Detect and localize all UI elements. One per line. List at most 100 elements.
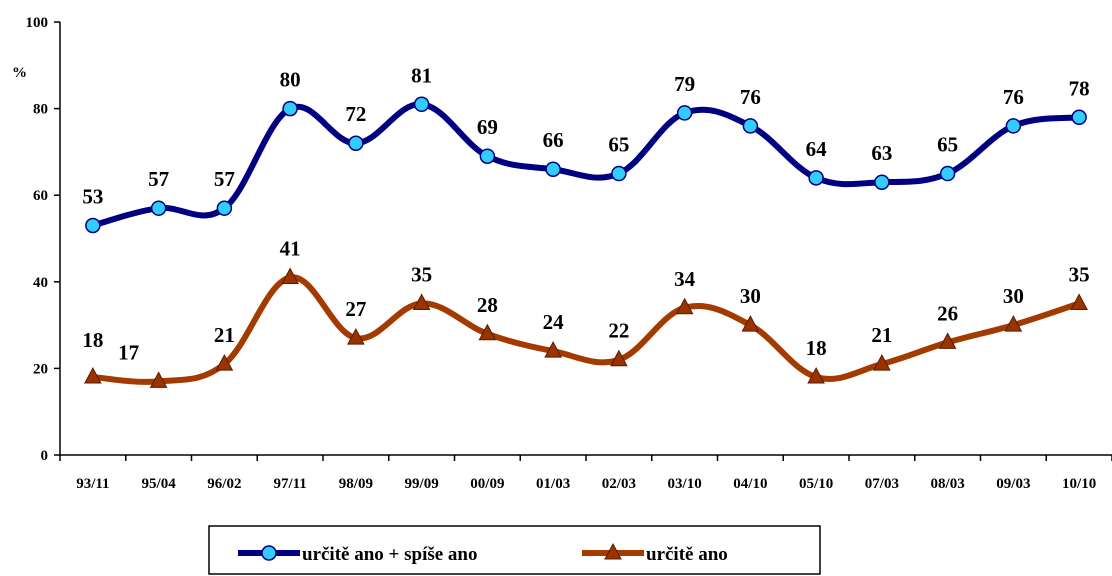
series-layer: 53 57 57 80 72 81 69 66 65 79 76 64 63 65 76 78 18 17 21 41…	[82, 63, 1090, 388]
x-tick-label: 01/03	[536, 476, 570, 492]
data-label: 79	[674, 72, 695, 96]
data-label: 64	[806, 137, 828, 161]
x-tick-label: 93/11	[76, 476, 109, 492]
y-tick-label: 0	[41, 448, 49, 464]
x-tick-label: 95/04	[142, 476, 177, 492]
data-label: 17	[118, 340, 139, 364]
x-tick-label: 04/10	[733, 476, 767, 492]
data-point	[938, 332, 957, 349]
legend-box	[208, 525, 821, 575]
data-label: 27	[345, 297, 366, 321]
data-label: 80	[280, 68, 301, 92]
data-point	[741, 315, 760, 332]
data-label: 30	[740, 284, 761, 308]
data-point	[807, 366, 825, 384]
data-point	[1005, 118, 1022, 134]
data-label: 18	[806, 336, 827, 360]
data-label: 69	[477, 115, 498, 139]
data-label: 65	[937, 133, 958, 157]
data-point	[544, 341, 562, 358]
y-tick-label: 20	[33, 361, 48, 377]
x-tick-label: 98/09	[339, 476, 373, 492]
data-label: 24	[543, 310, 565, 334]
y-axis-label: %	[12, 65, 27, 81]
data-point	[808, 170, 824, 186]
series-definite: 18 17 21 41 27 35 28 24 22 34 30 18 21 26 30 35	[82, 236, 1090, 388]
series-line	[89, 101, 1083, 229]
data-label: 57	[148, 167, 169, 191]
x-tick-label: 05/10	[799, 476, 833, 492]
data-label: 30	[1003, 284, 1024, 308]
data-point	[84, 366, 102, 384]
data-point	[281, 267, 299, 284]
data-point	[611, 165, 627, 182]
data-label: 78	[1069, 76, 1090, 100]
data-label: 22	[608, 319, 629, 343]
data-point	[412, 293, 431, 310]
data-point	[85, 217, 101, 234]
y-tick-label: 80	[33, 102, 48, 118]
data-label: 63	[871, 141, 892, 165]
data-point	[610, 349, 628, 367]
x-tick-label: 07/03	[865, 476, 899, 492]
data-point	[347, 328, 365, 345]
data-label: 81	[411, 63, 432, 87]
data-point	[874, 174, 890, 190]
data-point	[149, 371, 168, 388]
x-tick-label: 08/03	[931, 476, 965, 492]
data-label: 18	[82, 328, 103, 352]
data-label: 34	[674, 267, 696, 291]
data-label: 28	[477, 293, 498, 317]
series-total: 53 57 57 80 72 81 69 66 65 79 76 64 63 65 76 78	[82, 63, 1090, 234]
data-label: 41	[280, 236, 301, 260]
data-point	[675, 297, 694, 315]
x-tick-label: 02/03	[602, 476, 636, 492]
data-label: 76	[740, 85, 761, 109]
y-tick-label: 60	[33, 188, 48, 204]
x-tick-label: 00/09	[470, 476, 504, 492]
data-label: 76	[1003, 85, 1024, 109]
data-point	[676, 105, 693, 121]
data-label: 35	[1069, 262, 1090, 286]
data-point	[1071, 109, 1087, 126]
data-label: 26	[937, 301, 958, 325]
data-label: 72	[345, 102, 366, 126]
data-point	[742, 118, 759, 134]
data-point	[216, 200, 233, 216]
data-point	[215, 354, 234, 371]
data-label: 57	[214, 167, 235, 191]
data-point	[479, 148, 496, 164]
data-point	[545, 161, 561, 177]
x-tick-label: 03/10	[668, 476, 702, 492]
data-point	[1070, 293, 1088, 310]
data-point	[348, 135, 364, 151]
legend-marker-definite	[604, 542, 622, 560]
data-point	[413, 96, 430, 113]
data-point	[939, 165, 956, 182]
data-point	[478, 323, 497, 341]
data-label: 21	[214, 323, 235, 347]
legend-label-definite: určitě ano	[646, 544, 728, 565]
data-label: 53	[82, 185, 103, 209]
data-point	[282, 100, 298, 117]
axes: 0 20 40 60 80 100 93/11 95/04 96/02 97/11 98/09 99/…	[26, 15, 1112, 492]
legend-marker-total	[261, 545, 277, 561]
data-point	[873, 354, 891, 371]
x-tick-label: 10/10	[1062, 476, 1096, 492]
x-tick-label: 99/09	[405, 476, 439, 492]
legend-label-total: určitě ano + spíše ano	[302, 544, 478, 565]
data-point	[1004, 315, 1023, 332]
legend-item-definite: určitě ano	[582, 542, 728, 565]
legend: určitě ano + spíše ano určitě ano	[208, 525, 821, 575]
x-tick-label: 96/02	[207, 476, 241, 492]
y-tick-label: 100	[26, 15, 49, 31]
data-label: 66	[543, 128, 564, 152]
data-label: 21	[871, 323, 892, 347]
data-point	[150, 200, 167, 216]
data-label: 35	[411, 262, 432, 286]
x-tick-label: 09/03	[996, 476, 1030, 492]
x-tick-label: 97/11	[273, 476, 306, 492]
series-line	[89, 274, 1083, 385]
y-tick-label: 40	[33, 275, 48, 291]
